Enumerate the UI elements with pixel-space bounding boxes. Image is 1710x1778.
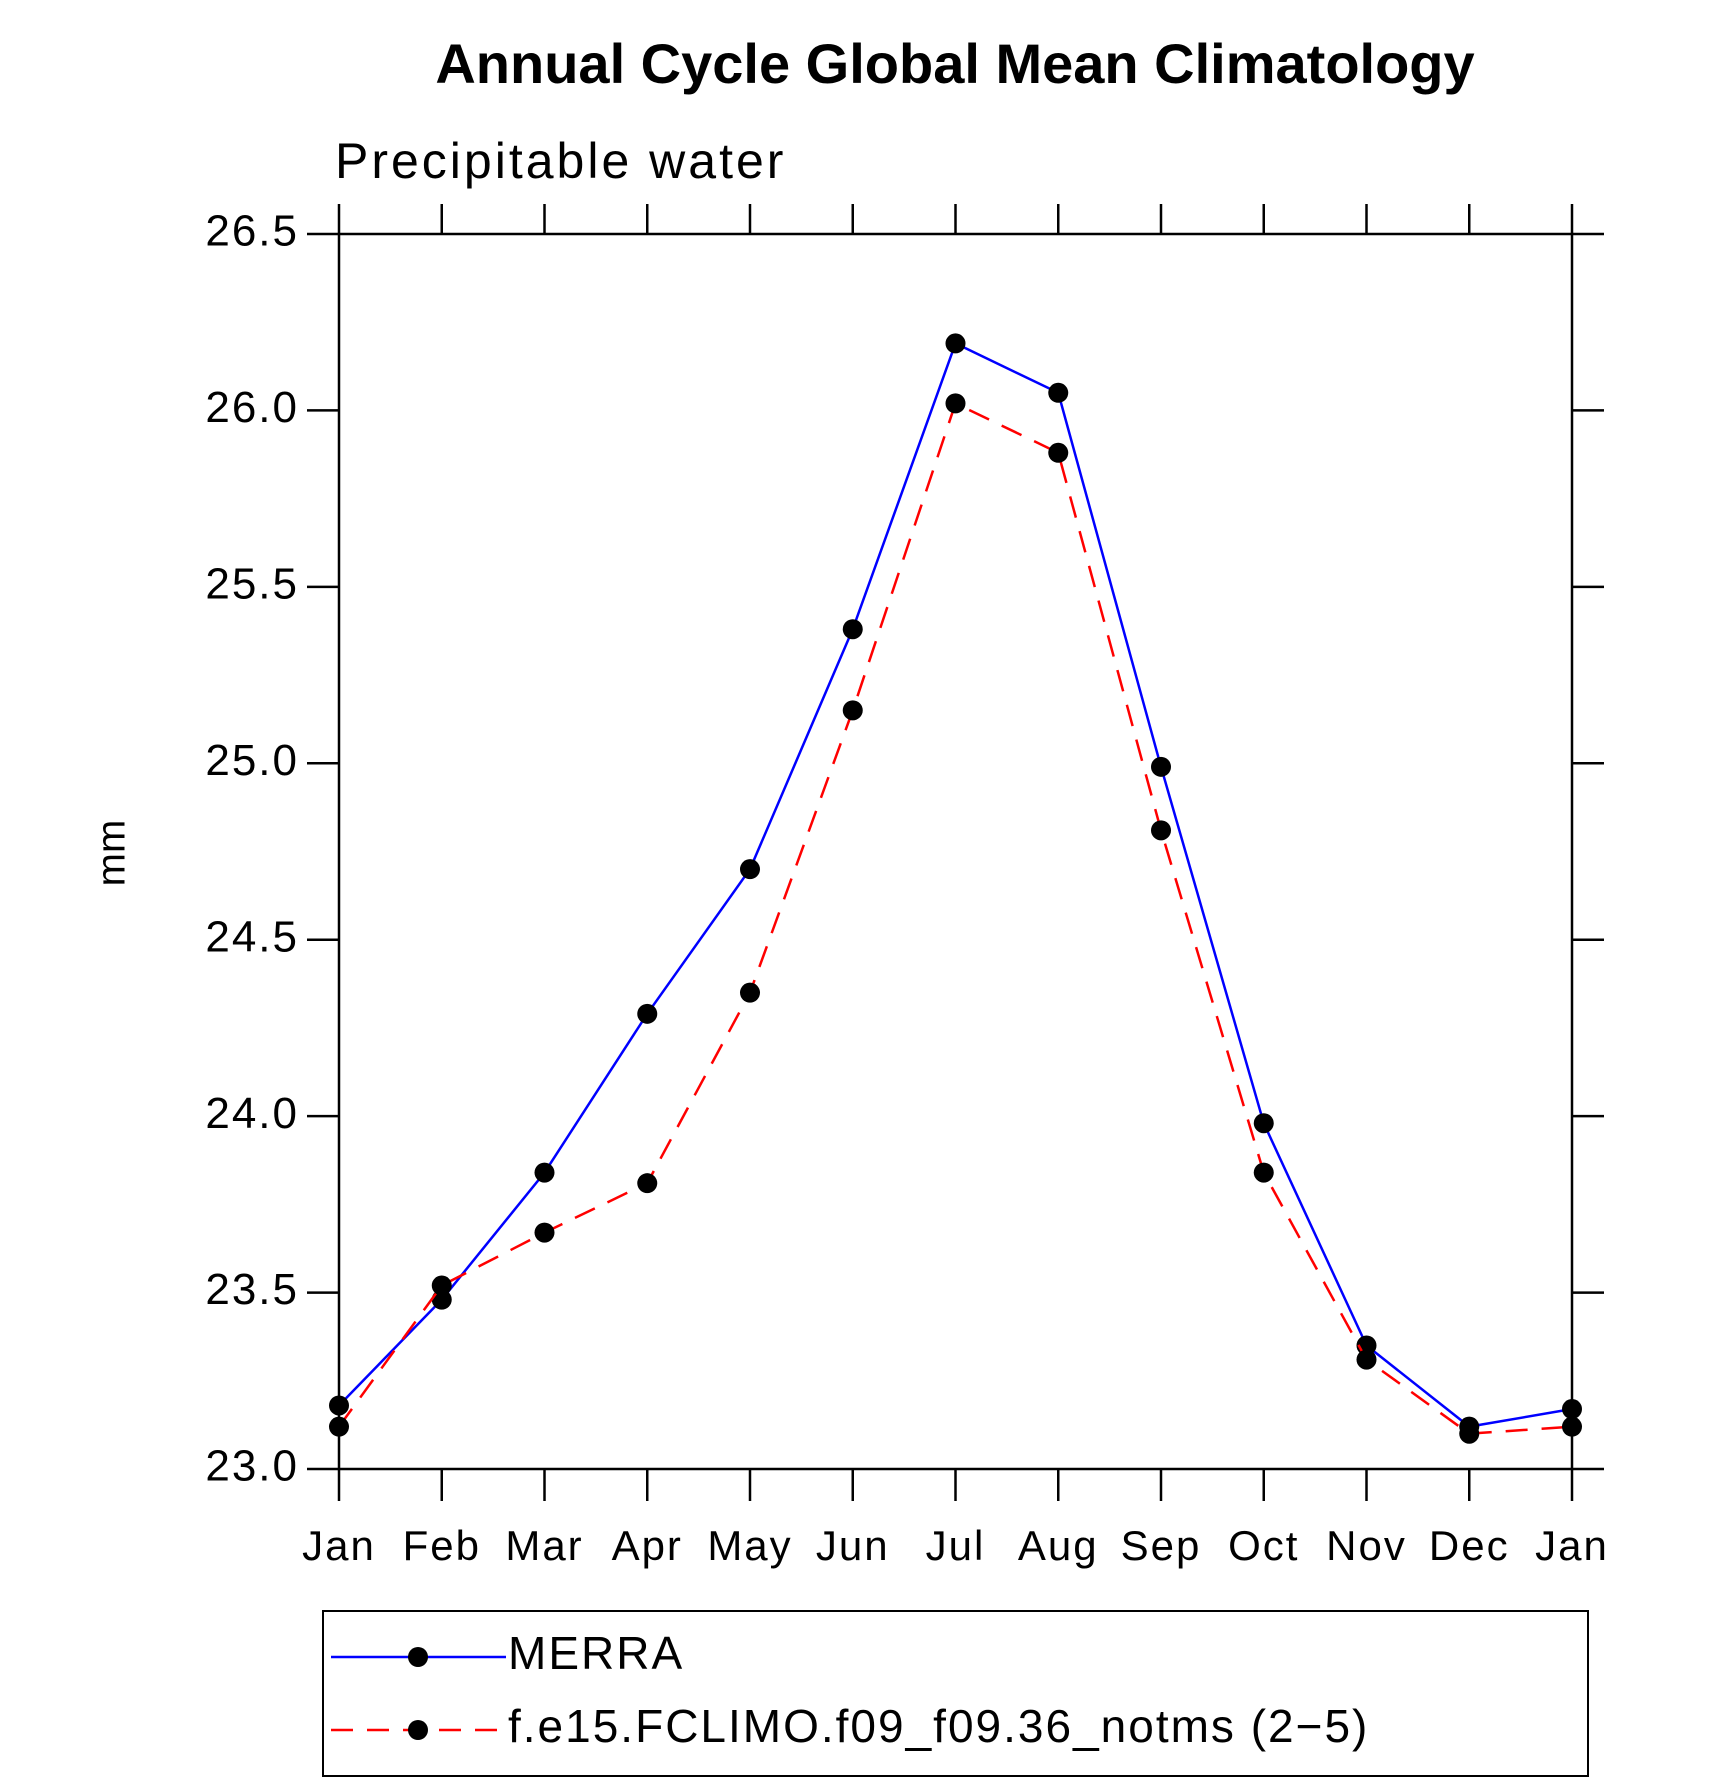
data-point [1048, 382, 1069, 403]
data-point [842, 619, 863, 640]
legend-marker [408, 1720, 428, 1740]
data-point [329, 1416, 349, 1437]
x-tick-label: Mar [505, 1522, 583, 1569]
legend-marker [408, 1647, 428, 1667]
x-tick-label: Sep [1121, 1522, 1202, 1569]
data-point [637, 1003, 658, 1024]
y-tick-label: 25.5 [205, 559, 299, 608]
data-point [1151, 820, 1171, 841]
series-line [337, 401, 1573, 1435]
legend-box [322, 1610, 1589, 1777]
x-tick-label: Aug [1018, 1522, 1099, 1569]
x-tick-label: Jan [1535, 1522, 1609, 1569]
data-point [1253, 1162, 1274, 1183]
y-tick-label: 23.0 [205, 1442, 299, 1491]
y-axis-label: mm [90, 820, 134, 887]
data-point [534, 1222, 555, 1243]
x-tick-label: Oct [1228, 1522, 1299, 1569]
x-tick-label: Jul [926, 1522, 986, 1569]
x-tick-label: May [707, 1522, 792, 1569]
x-tick-label: Apr [612, 1522, 683, 1569]
data-point [945, 393, 966, 414]
data-point [1253, 1113, 1274, 1134]
data-point [1459, 1423, 1480, 1444]
y-tick-label: 24.5 [205, 912, 299, 961]
x-tick-label: Jun [816, 1522, 890, 1569]
plot-frame [337, 232, 1574, 1471]
y-tick-label: 25.0 [205, 736, 299, 785]
data-point [1151, 756, 1171, 777]
x-tick-label: Jan [302, 1522, 376, 1569]
x-tick-label: Feb [403, 1522, 481, 1569]
data-point [534, 1162, 555, 1183]
y-tick-label: 23.5 [205, 1265, 299, 1314]
data-point [945, 333, 966, 354]
series-line [338, 341, 1573, 1428]
y-tick-label: 26.5 [205, 207, 299, 256]
data-point [431, 1289, 452, 1310]
x-tick-label: Dec [1429, 1522, 1510, 1569]
data-point [842, 700, 863, 721]
x-tick-label: Nov [1326, 1522, 1407, 1569]
data-point [1562, 1399, 1582, 1420]
data-point [1356, 1349, 1377, 1370]
chart-title: Annual Cycle Global Mean Climatology [435, 32, 1474, 95]
data-point [1562, 1416, 1582, 1437]
chart-subtitle: Precipitable water [335, 133, 786, 189]
data-point [1048, 442, 1069, 463]
legend-label: f.e15.FCLIMO.f09_f09.36_notms (2−5) [508, 1700, 1369, 1752]
y-tick-label: 24.0 [205, 1089, 299, 1138]
data-point [637, 1173, 658, 1194]
y-tick-label: 26.0 [205, 383, 299, 432]
data-point [329, 1395, 349, 1416]
data-point [740, 859, 760, 880]
data-point [431, 1275, 452, 1296]
data-point [740, 982, 760, 1003]
legend-label: MERRA [508, 1627, 684, 1679]
